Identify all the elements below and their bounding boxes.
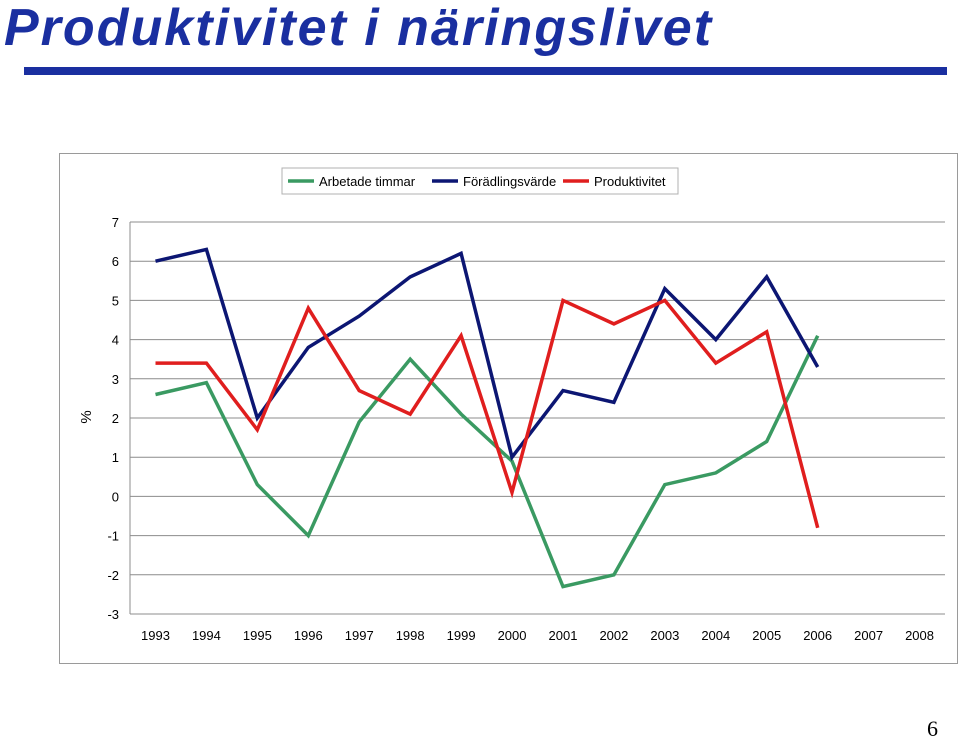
y-tick-label: 3 <box>112 372 119 387</box>
y-tick-label: 6 <box>112 254 119 269</box>
legend-box <box>281 167 679 195</box>
x-tick-label: 2006 <box>803 628 832 643</box>
x-tick-label: 2000 <box>498 628 527 643</box>
legend-label: Arbetade timmar <box>319 174 416 189</box>
line-chart: Arbetade timmar Förädlingsvärde Produktivi… <box>78 167 945 643</box>
page-title: Produktivitet i näringslivet <box>4 0 714 57</box>
x-tick-label: 2008 <box>905 628 934 643</box>
x-tick-label: 2001 <box>549 628 578 643</box>
chart-series <box>155 247 820 589</box>
y-tick-label: -3 <box>107 607 119 622</box>
x-tick-label: 1998 <box>396 628 425 643</box>
x-tick-label: 1999 <box>447 628 476 643</box>
x-tick-label: 1996 <box>294 628 323 643</box>
y-tick-label: 4 <box>112 333 119 348</box>
x-tick-label: 1994 <box>192 628 221 643</box>
x-tick-label: 2002 <box>599 628 628 643</box>
y-tick-label: 7 <box>112 215 119 230</box>
y-tick-label: 1 <box>112 450 119 465</box>
x-tick-label: 1993 <box>141 628 170 643</box>
x-tick-label: 2003 <box>650 628 679 643</box>
x-axis-ticks: 1993 1994 1995 1996 1997 1998 1999 2000 2001 2002… <box>141 628 934 643</box>
y-tick-label: -2 <box>107 568 119 583</box>
gridlines <box>129 221 945 615</box>
y-tick-label: 0 <box>112 489 119 504</box>
y-tick-label: 5 <box>112 293 119 308</box>
series-line <box>155 334 820 589</box>
x-tick-label: 2005 <box>752 628 781 643</box>
page-number: 6 <box>927 716 938 741</box>
x-tick-label: 1997 <box>345 628 374 643</box>
legend-label: Produktivitet <box>594 174 666 189</box>
y-tick-label: 2 <box>112 411 119 426</box>
legend-label: Förädlingsvärde <box>463 174 556 189</box>
y-tick-label: -1 <box>107 529 119 544</box>
chart-area: Arbetade timmar Förädlingsvärde Produktivi… <box>59 153 958 664</box>
chart-legend: Arbetade timmar Förädlingsvärde Produktivi… <box>281 167 679 195</box>
y-axis-label: % <box>78 410 95 423</box>
x-tick-label: 2004 <box>701 628 730 643</box>
x-tick-label: 1995 <box>243 628 272 643</box>
series-line <box>155 297 820 529</box>
y-axis-ticks: 7 6 5 4 3 2 1 0 -1 -2 -3 <box>107 215 119 622</box>
title-underline <box>24 67 947 75</box>
x-tick-label: 2007 <box>854 628 883 643</box>
